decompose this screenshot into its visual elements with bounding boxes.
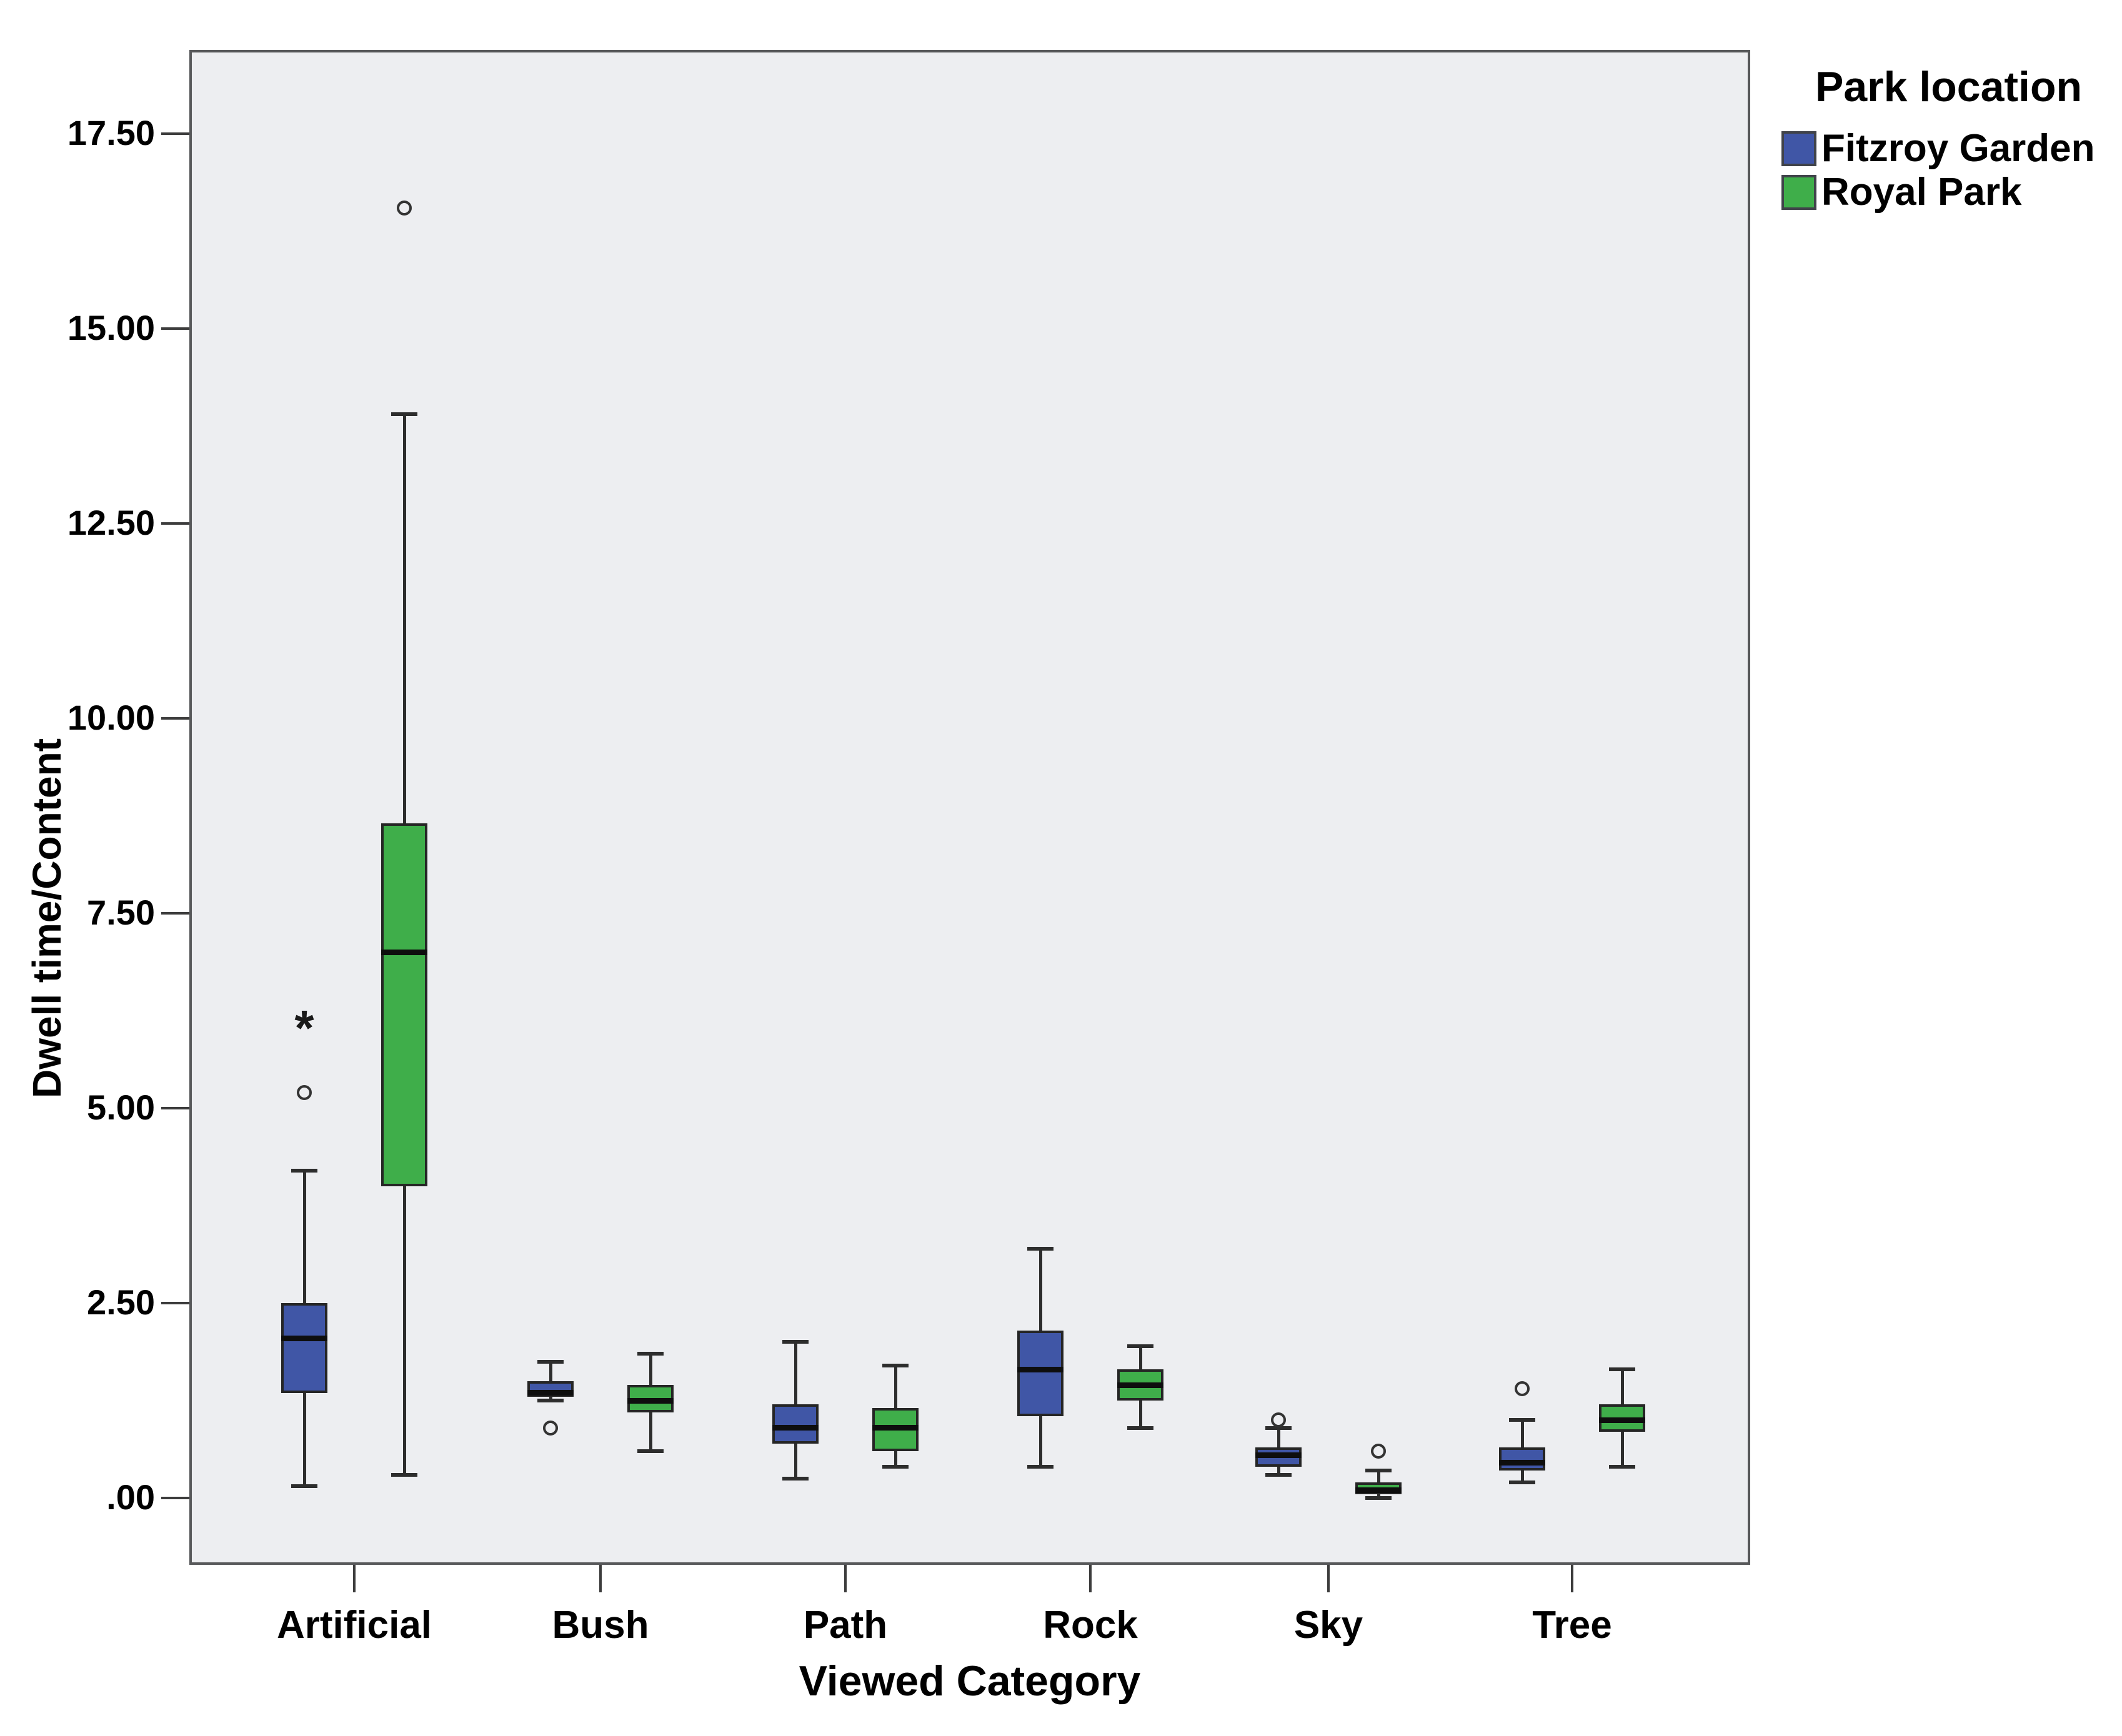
whisker-cap-low-royal-park-bush	[637, 1449, 664, 1454]
outlier-circle-fitzroy-garden-sky	[1271, 1412, 1286, 1428]
x-tick-mark	[1089, 1565, 1092, 1592]
x-category-label: Rock	[1043, 1604, 1138, 1647]
y-tick-mark	[161, 717, 189, 720]
box-fitzroy-garden-tree	[1499, 1447, 1545, 1471]
median-fitzroy-garden-bush	[527, 1390, 574, 1396]
median-fitzroy-garden-tree	[1499, 1460, 1545, 1466]
median-royal-park-bush	[627, 1397, 674, 1404]
outlier-circle-fitzroy-garden-artificial	[297, 1085, 312, 1101]
outlier-star-fitzroy-garden-artificial: *	[294, 999, 314, 1056]
median-fitzroy-garden-rock	[1017, 1366, 1063, 1372]
whisker-cap-low-fitzroy-garden-tree	[1509, 1481, 1535, 1485]
y-tick-mark	[161, 912, 189, 915]
box-fitzroy-garden-rock	[1017, 1330, 1063, 1416]
y-tick-mark	[161, 1107, 189, 1109]
y-tick-label: .00	[106, 1477, 155, 1517]
median-fitzroy-garden-sky	[1255, 1452, 1302, 1458]
y-tick-mark	[161, 522, 189, 525]
whisker-cap-low-royal-park-rock	[1127, 1426, 1153, 1430]
outlier-circle-fitzroy-garden-bush	[543, 1420, 558, 1436]
box-royal-park-artificial	[381, 823, 427, 1186]
median-royal-park-tree	[1599, 1417, 1645, 1423]
whisker-cap-low-fitzroy-garden-sky	[1265, 1472, 1292, 1477]
x-tick-mark	[353, 1565, 356, 1592]
whisker-cap-high-royal-park-sky	[1365, 1469, 1392, 1473]
whisker-cap-high-fitzroy-garden-bush	[537, 1359, 564, 1364]
whisker-cap-low-royal-park-artificial	[391, 1472, 417, 1477]
legend-entry-fitzroy-garden: Fitzroy Garden	[1781, 126, 2095, 171]
y-tick-label: 12.50	[67, 503, 155, 542]
legend-swatch-fitzroy-garden-icon	[1781, 131, 1816, 166]
whisker-cap-high-fitzroy-garden-artificial	[291, 1168, 317, 1173]
whisker-cap-high-fitzroy-garden-sky	[1265, 1426, 1292, 1430]
legend-label: Fitzroy Garden	[1821, 127, 2095, 170]
y-tick-label: 7.50	[87, 893, 155, 932]
whisker-cap-low-fitzroy-garden-bush	[537, 1399, 564, 1402]
y-tick-label: 17.50	[67, 113, 155, 152]
whisker-cap-high-royal-park-artificial	[391, 412, 417, 417]
y-tick-mark	[161, 132, 189, 135]
whisker-cap-low-royal-park-tree	[1609, 1465, 1635, 1469]
x-tick-mark	[844, 1565, 847, 1592]
whisker-cap-low-royal-park-path	[882, 1465, 909, 1469]
x-category-label: Artificial	[276, 1604, 432, 1647]
outlier-circle-fitzroy-garden-tree	[1515, 1381, 1530, 1397]
y-tick-mark	[161, 1497, 189, 1499]
box-fitzroy-garden-artificial	[281, 1303, 327, 1393]
whisker-cap-high-royal-park-rock	[1127, 1344, 1153, 1348]
legend-label: Royal Park	[1821, 171, 2022, 214]
median-fitzroy-garden-path	[772, 1425, 819, 1431]
median-fitzroy-garden-artificial	[281, 1335, 327, 1341]
whisker-cap-high-fitzroy-garden-path	[782, 1340, 809, 1344]
whisker-cap-low-fitzroy-garden-artificial	[291, 1484, 317, 1489]
whisker-cap-high-fitzroy-garden-tree	[1509, 1418, 1535, 1422]
whisker-cap-high-royal-park-path	[882, 1363, 909, 1367]
outlier-circle-royal-park-artificial	[397, 200, 412, 216]
plot-area	[189, 50, 1750, 1565]
whisker-cap-high-royal-park-tree	[1609, 1367, 1635, 1372]
box-fitzroy-garden-path	[772, 1404, 819, 1444]
whisker-cap-low-royal-park-sky	[1365, 1496, 1392, 1500]
x-category-label: Sky	[1293, 1604, 1363, 1647]
whisker-cap-low-fitzroy-garden-rock	[1027, 1465, 1054, 1469]
median-royal-park-rock	[1117, 1382, 1163, 1388]
legend-title: Park location	[1815, 63, 2083, 111]
whisker-fitzroy-garden-bush	[549, 1361, 552, 1401]
median-royal-park-sky	[1355, 1487, 1402, 1494]
y-tick-mark	[161, 327, 189, 330]
x-category-label: Path	[803, 1604, 888, 1647]
x-axis-title: Viewed Category	[799, 1657, 1141, 1705]
whisker-cap-high-fitzroy-garden-rock	[1027, 1246, 1054, 1251]
legend-swatch-royal-park-icon	[1781, 174, 1816, 210]
legend-entry-royal-park: Royal Park	[1781, 170, 2022, 214]
y-tick-label: 10.00	[67, 698, 155, 737]
x-category-label: Tree	[1532, 1604, 1612, 1647]
x-tick-mark	[1327, 1565, 1330, 1592]
x-tick-mark	[1571, 1565, 1573, 1592]
y-tick-mark	[161, 1302, 189, 1304]
whisker-cap-low-fitzroy-garden-path	[782, 1476, 809, 1481]
x-tick-mark	[599, 1565, 602, 1592]
y-tick-label: 15.00	[67, 308, 155, 347]
y-tick-label: 2.50	[87, 1282, 155, 1322]
median-royal-park-artificial	[381, 949, 427, 955]
y-tick-label: 5.00	[87, 1088, 155, 1127]
whisker-cap-high-royal-park-bush	[637, 1352, 664, 1356]
median-royal-park-path	[872, 1425, 919, 1431]
outlier-circle-royal-park-sky	[1371, 1444, 1386, 1459]
x-category-label: Bush	[552, 1604, 649, 1647]
